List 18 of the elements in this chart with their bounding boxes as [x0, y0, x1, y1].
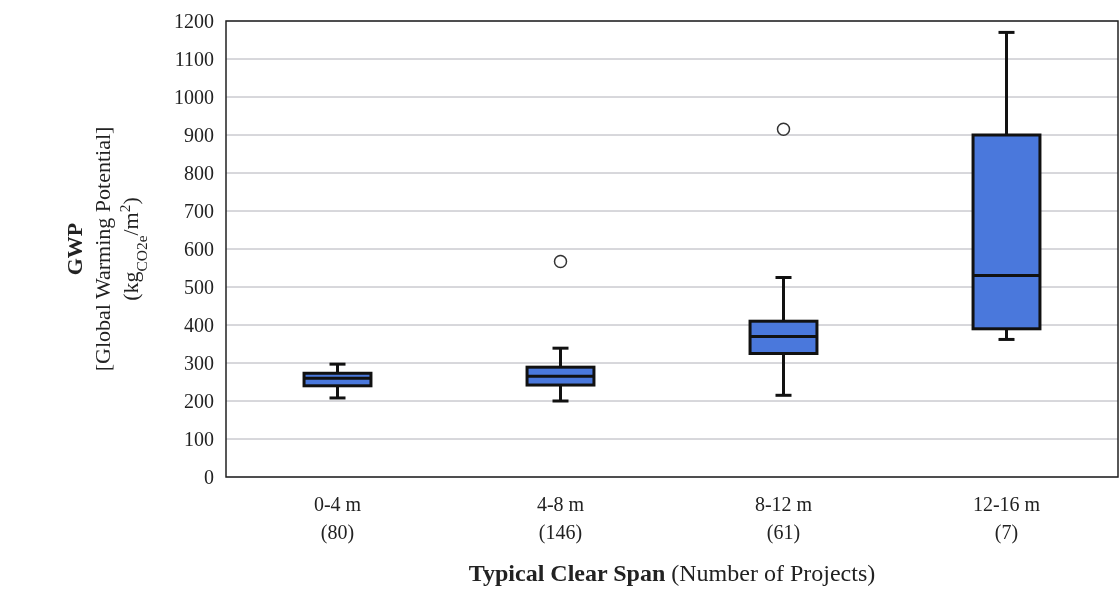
- x-tick-label: 4-8 m (146): [536, 493, 585, 544]
- y-tick-label: 1000: [174, 86, 214, 108]
- x-tick-label: 0-4 m (80): [313, 493, 362, 544]
- x-tick-label: 8-12 m (61): [754, 493, 813, 544]
- x-axis-title: Typical Clear Span (Number of Projects): [468, 560, 876, 586]
- y-tick-label: 200: [184, 390, 214, 412]
- y-tick-label: 900: [184, 124, 214, 146]
- y-tick-label: 1100: [174, 48, 214, 70]
- y-tick-label: 700: [184, 200, 214, 222]
- y-tick-label: 300: [184, 352, 214, 374]
- y-tick-label: 0: [204, 466, 214, 488]
- y-tick-label: 1200: [174, 10, 214, 32]
- y-tick-label: 600: [184, 238, 214, 260]
- y-tick-label: 100: [184, 428, 214, 450]
- y-tick-label: 400: [184, 314, 214, 336]
- y-tick-label: 500: [184, 276, 214, 298]
- y-tick-label: 800: [184, 162, 214, 184]
- x-tick-label: 12-16 m (7): [972, 493, 1041, 544]
